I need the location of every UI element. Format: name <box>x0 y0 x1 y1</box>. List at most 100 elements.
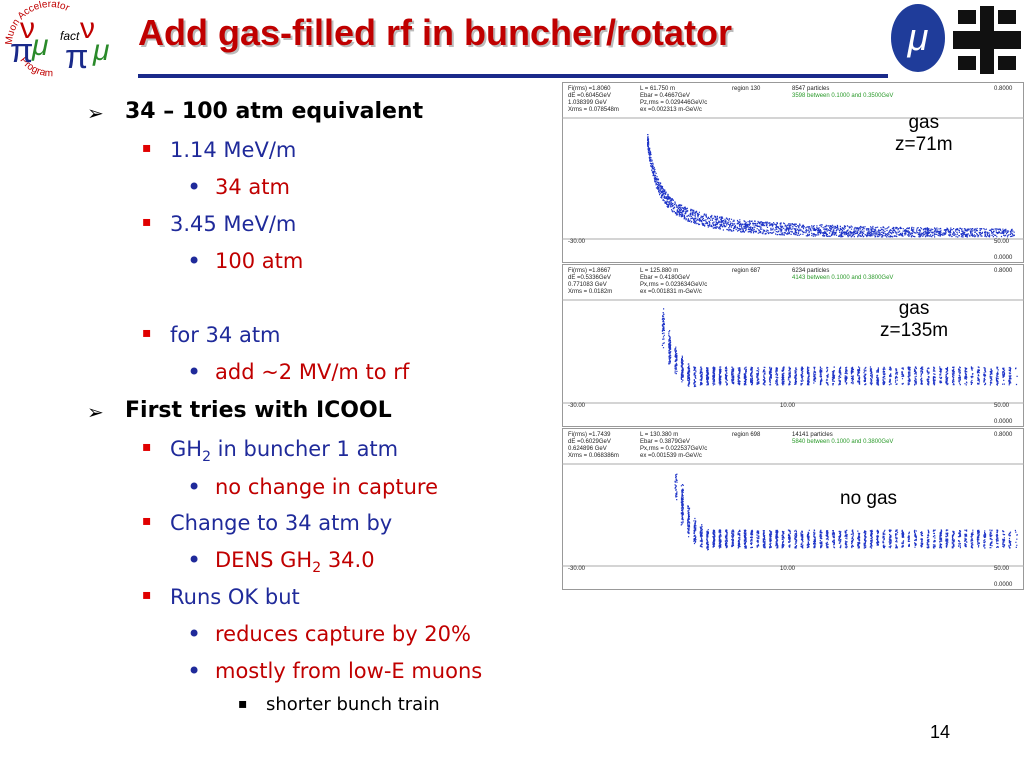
plot-header-text: Ebar = 0.4667GeV <box>640 93 690 99</box>
plot-header-text: ex =0.001831 m-GeV/c <box>640 289 702 295</box>
plot-footer-text: 50.00 <box>994 239 1010 245</box>
bullet-marker: ▪ <box>142 140 152 156</box>
text-run: 34 – 100 atm equivalent <box>125 99 424 124</box>
plot-label: no gas <box>840 488 897 510</box>
bullet-marker: • <box>187 247 202 275</box>
plot-header-text: Xrms = 0.0182m <box>568 289 612 295</box>
plot-header-text: Fi(rms) =1.8667 <box>568 268 611 274</box>
plot-header-text: 0.8000 <box>994 86 1013 92</box>
plot-header-text: ex =0.001539 m-GeV/c <box>640 453 702 459</box>
plot-header-text: 0.771083 GeV <box>568 282 607 288</box>
plot-label-line: gas <box>898 298 930 319</box>
plot-footer-text: -30.00 <box>568 403 586 409</box>
bullet-text: GH2 in buncher 1 atm <box>170 437 398 465</box>
plot-header-text: Ebar = 0.3879GeV <box>640 439 690 445</box>
text-run: no change in capture <box>215 475 438 499</box>
title: Add gas-filled rf in buncher/rotator <box>138 12 733 53</box>
bullet-text: 3.45 MeV/m <box>170 212 296 236</box>
plot-header-text: Xrms = 0.068386m <box>568 453 619 459</box>
bullet-text: no change in capture <box>215 475 438 499</box>
plot-header-text: 0.624896 GeV <box>568 446 607 452</box>
svg-text:μ: μ <box>907 17 929 59</box>
bullet-marker: ➢ <box>87 101 104 125</box>
plot-frame <box>562 264 1024 427</box>
bullet-marker: ▪ <box>238 696 248 712</box>
text-run: DENS GH <box>215 548 313 572</box>
plot-footer-text: 0.0000 <box>994 255 1013 261</box>
title-rule <box>138 74 888 78</box>
text-run: in buncher 1 atm <box>211 437 399 461</box>
plot-footer-text: 10.00 <box>780 403 796 409</box>
text-run: 1.14 MeV/m <box>170 138 297 162</box>
plot-footer-text: 10.00 <box>780 566 796 572</box>
svg-text:π: π <box>10 32 33 70</box>
bullet-text: 34 – 100 atm equivalent <box>125 99 423 124</box>
text-run: for 34 atm <box>170 323 281 347</box>
bullet-text: 34 atm <box>215 175 290 199</box>
plot-header-text: 1.038399 GeV <box>568 100 607 106</box>
plot-header-text: 3598 between 0.1000 and 0.3500GeV <box>792 93 893 99</box>
plot-header-text: region 698 <box>732 432 761 438</box>
text-run: add ~2 MV/m to rf <box>215 360 410 384</box>
plot-footer-text: -30.00 <box>568 566 586 572</box>
text-run: 3.45 MeV/m <box>170 212 297 236</box>
plot-header-text: dE =0.6045GeV <box>568 93 611 99</box>
bullet-marker: ➢ <box>87 400 104 424</box>
plot-label: gas z=71m <box>895 112 953 156</box>
plot-header-text: 4143 between 0.1000 and 0.3800GeV <box>792 275 893 281</box>
plot-header-text: 5840 between 0.1000 and 0.3800GeV <box>792 439 893 445</box>
logo-fact: fact <box>60 29 80 43</box>
plot: Fi(rms) =1.8060 L = 61.750 m region 130 854… <box>562 82 1024 263</box>
text-run: shorter bunch train <box>266 694 440 715</box>
plot-header-text: 14141 particles <box>792 432 833 438</box>
svg-text:μ: μ <box>92 34 109 67</box>
plot-header-text: Px,rms = 0.023634GeV/c <box>640 282 707 288</box>
page-number: 14 <box>930 722 951 742</box>
lab-logos: μ <box>891 4 1021 74</box>
bullet-text: add ~2 MV/m to rf <box>215 360 409 384</box>
plot-header-text: 8547 particles <box>792 86 829 92</box>
bullet-text: 1.14 MeV/m <box>170 138 296 162</box>
plot: Fi(rms) =1.8667 L = 125.880 m region 687 62… <box>562 264 1024 427</box>
text-run: mostly from low-E muons <box>215 659 483 683</box>
bullet-text: First tries with ICOOL <box>125 398 392 423</box>
plot-header-text: 0.8000 <box>994 268 1013 274</box>
plot-header-text: Xrms = 0.078548m <box>568 107 619 113</box>
text-run: GH <box>170 437 203 461</box>
plot-label-line: z=71m <box>895 134 953 155</box>
bullet-text: shorter bunch train <box>266 694 440 715</box>
bullet-marker: • <box>187 358 202 386</box>
plot-header-text: Px,rms = 0.022537GeV/c <box>640 446 707 452</box>
plot-footer-text: -30.00 <box>568 239 586 245</box>
plot-header-text: dE =0.5336GeV <box>568 275 611 281</box>
plot-label-line: z=135m <box>880 320 949 341</box>
plot-header-text: L = 130.380 m <box>640 432 678 438</box>
plot-header-text: Pz,rms = 0.029446GeV/c <box>640 100 707 106</box>
plot-header-text: Fi(rms) =1.7439 <box>568 432 611 438</box>
bullet-marker: ▪ <box>142 325 152 341</box>
text-run: First tries with ICOOL <box>125 398 392 423</box>
plot-label: gas z=135m <box>880 298 948 342</box>
bullet-marker: ▪ <box>142 439 152 455</box>
text-run: Runs OK but <box>170 585 300 609</box>
text-run: 100 atm <box>215 249 304 273</box>
plot-header-text: dE =0.6029GeV <box>568 439 611 445</box>
bullet-text: for 34 atm <box>170 323 281 347</box>
logo: Muon Accelerator Program π μ fact π μ ν … <box>4 0 110 79</box>
plot-label-line: no gas <box>840 488 898 509</box>
bullet-marker: • <box>187 546 202 574</box>
bullet-marker: • <box>187 473 202 501</box>
plot-frame <box>562 428 1024 590</box>
svg-text:μ: μ <box>31 29 48 62</box>
text-run: 34.0 <box>321 548 375 572</box>
plot-header-text: Ebar = 0.4180GeV <box>640 275 690 281</box>
plot-header-text: L = 61.750 m <box>640 86 675 92</box>
subscript: 2 <box>312 560 322 577</box>
particle-scatter <box>661 308 1018 388</box>
particle-scatter <box>674 473 1018 551</box>
bullet-marker: • <box>187 620 202 648</box>
plot-footer-text: 0.0000 <box>994 419 1013 425</box>
bullet-text: mostly from low-E muons <box>215 659 482 683</box>
bullet-text: Change to 34 atm by <box>170 511 392 535</box>
